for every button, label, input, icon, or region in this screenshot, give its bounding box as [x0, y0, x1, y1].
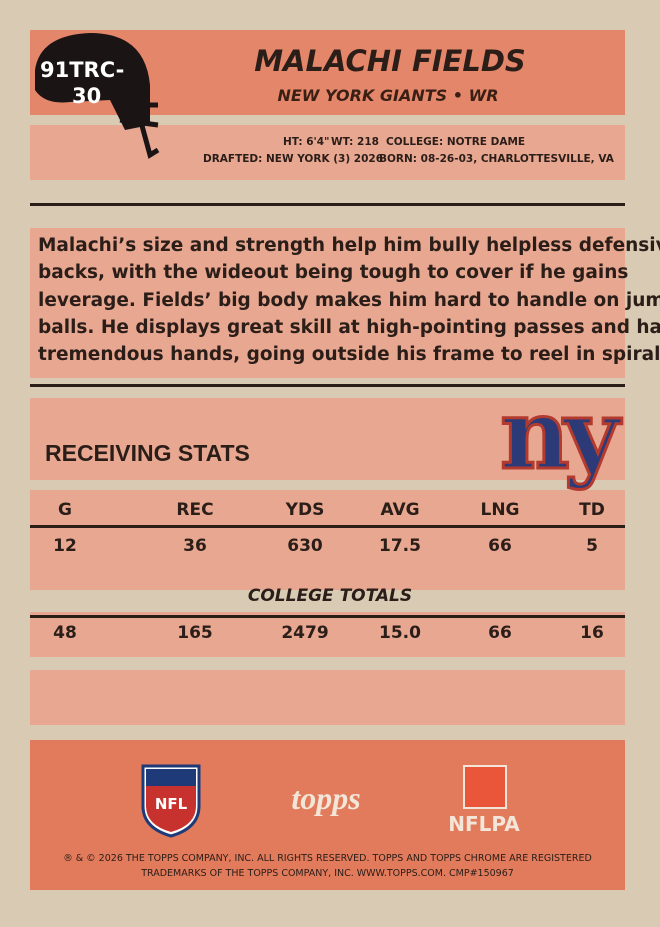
stat-value: 16 — [580, 623, 604, 643]
info-item: BORN: 08-26-03, CHARLOTTESVILLE, VA — [379, 153, 614, 165]
stat-value: 5 — [586, 536, 598, 556]
team-logo: ny — [499, 377, 622, 493]
bio-line: Malachi’s size and strength help him bul… — [38, 235, 660, 256]
logo: NFL — [154, 795, 188, 813]
stat-value: 12 — [53, 536, 77, 556]
card-number: 30 — [72, 84, 102, 108]
bio-line: tremendous hands, going outside his fram… — [38, 344, 660, 366]
stats-band — [30, 490, 625, 590]
legal: TRADEMARKS OF THE TOPPS COMPANY, INC. WW… — [141, 868, 514, 879]
legal: ® & © 2026 THE TOPPS COMPANY, INC. ALL R… — [63, 853, 592, 864]
team-position: NEW YORK GIANTS • WR — [277, 86, 499, 105]
college-label: COLLEGE TOTALS — [247, 586, 413, 606]
info-item: HT: 6'4" — [283, 136, 330, 148]
stat-header: REC — [176, 500, 214, 520]
bio-line: balls. He displays great skill at high-p… — [38, 316, 660, 338]
stat-value: 2479 — [281, 623, 329, 643]
footer-band — [30, 740, 625, 890]
logo: NFLPA — [448, 812, 520, 836]
stat-value: 165 — [177, 623, 213, 643]
info-band — [30, 125, 625, 180]
stat-header: G — [58, 500, 72, 520]
stat-value: 48 — [53, 623, 77, 643]
info-item: WT: 218 — [331, 136, 379, 148]
stat-value: 66 — [488, 536, 512, 556]
helmet-icon — [35, 33, 160, 159]
rule — [30, 615, 625, 618]
rule — [30, 203, 625, 206]
logo: topps — [291, 780, 361, 816]
stat-value: 17.5 — [379, 536, 421, 556]
nflpa-icon — [463, 765, 507, 809]
stat-header: YDS — [285, 500, 325, 520]
stat-value: 630 — [287, 536, 323, 556]
info-item: COLLEGE: NOTRE DAME — [386, 136, 526, 148]
stat-header: AVG — [380, 500, 420, 520]
stat-header: TD — [579, 500, 605, 520]
stats-band — [30, 398, 625, 480]
bio-line: backs, with the wideout being tough to c… — [38, 262, 629, 284]
stat-header: LNG — [480, 500, 520, 520]
bio-line: leverage. Fields’ big body makes him har… — [38, 289, 660, 311]
card-number: 91TRC- — [40, 58, 125, 82]
stat-value: 15.0 — [379, 623, 421, 643]
player-name: MALACHI FIELDS — [254, 44, 526, 78]
rule — [30, 525, 625, 528]
bio-band — [30, 228, 625, 378]
info-item: DRAFTED: NEW YORK (3) 2026 — [203, 153, 384, 165]
stats-band — [30, 612, 625, 657]
stat-value: 36 — [183, 536, 207, 556]
stats-title: RECEIVING STATS — [45, 440, 250, 466]
rule — [30, 384, 625, 387]
stat-value: 66 — [488, 623, 512, 643]
nfl-shield — [141, 764, 201, 838]
empty-band — [30, 670, 625, 725]
